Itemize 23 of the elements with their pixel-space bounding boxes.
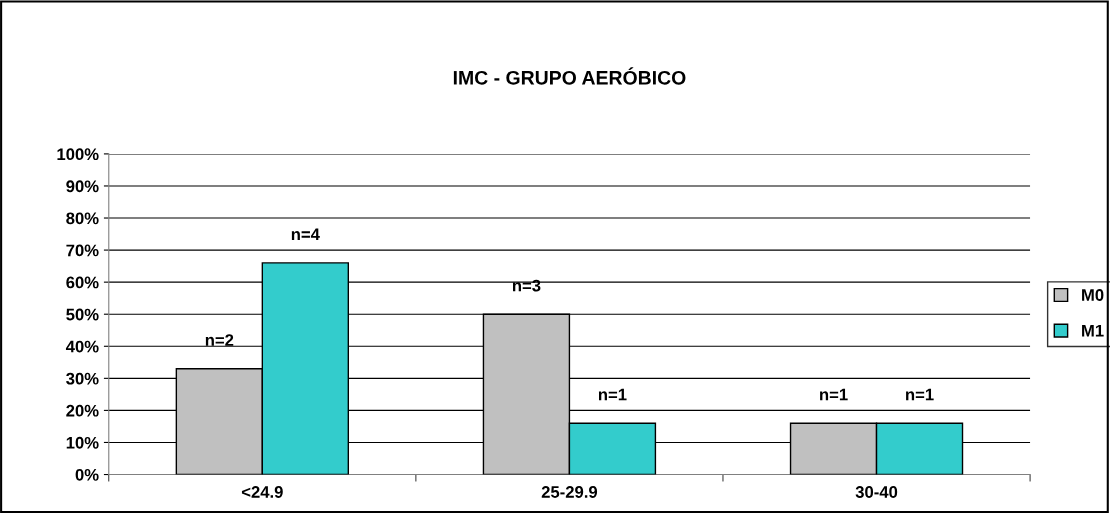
y-tick-label: 20% [66,404,99,417]
y-tick-label: 60% [66,276,99,289]
y-tick-label: 100% [57,148,99,161]
legend-label: M1 [1082,324,1104,337]
x-tick-label: 30-40 [855,486,898,498]
annotation: n=1 [820,388,848,401]
annotation: n=2 [205,334,234,346]
y-tick-label: 0% [75,468,99,481]
legend-label: M0 [1082,289,1104,301]
y-tick-label: 40% [65,340,99,353]
x-tick-label: 25-29.9 [541,486,598,498]
y-tick-label: 70% [66,244,99,257]
annotation: n=3 [512,279,541,292]
annotation: n=4 [291,228,320,241]
y-tick-label: 10% [66,436,99,449]
y-tick-label: 50% [66,308,99,321]
y-tick-label: 90% [66,180,99,193]
annotation: n=1 [598,388,627,401]
y-tick-label: 80% [66,212,99,225]
y-tick-label: 30% [66,372,99,385]
annotation: n=1 [906,388,934,401]
x-tick-label: <24.9 [241,486,283,498]
chart-title: IMC - GRUPO AERÓBICO [453,67,686,85]
